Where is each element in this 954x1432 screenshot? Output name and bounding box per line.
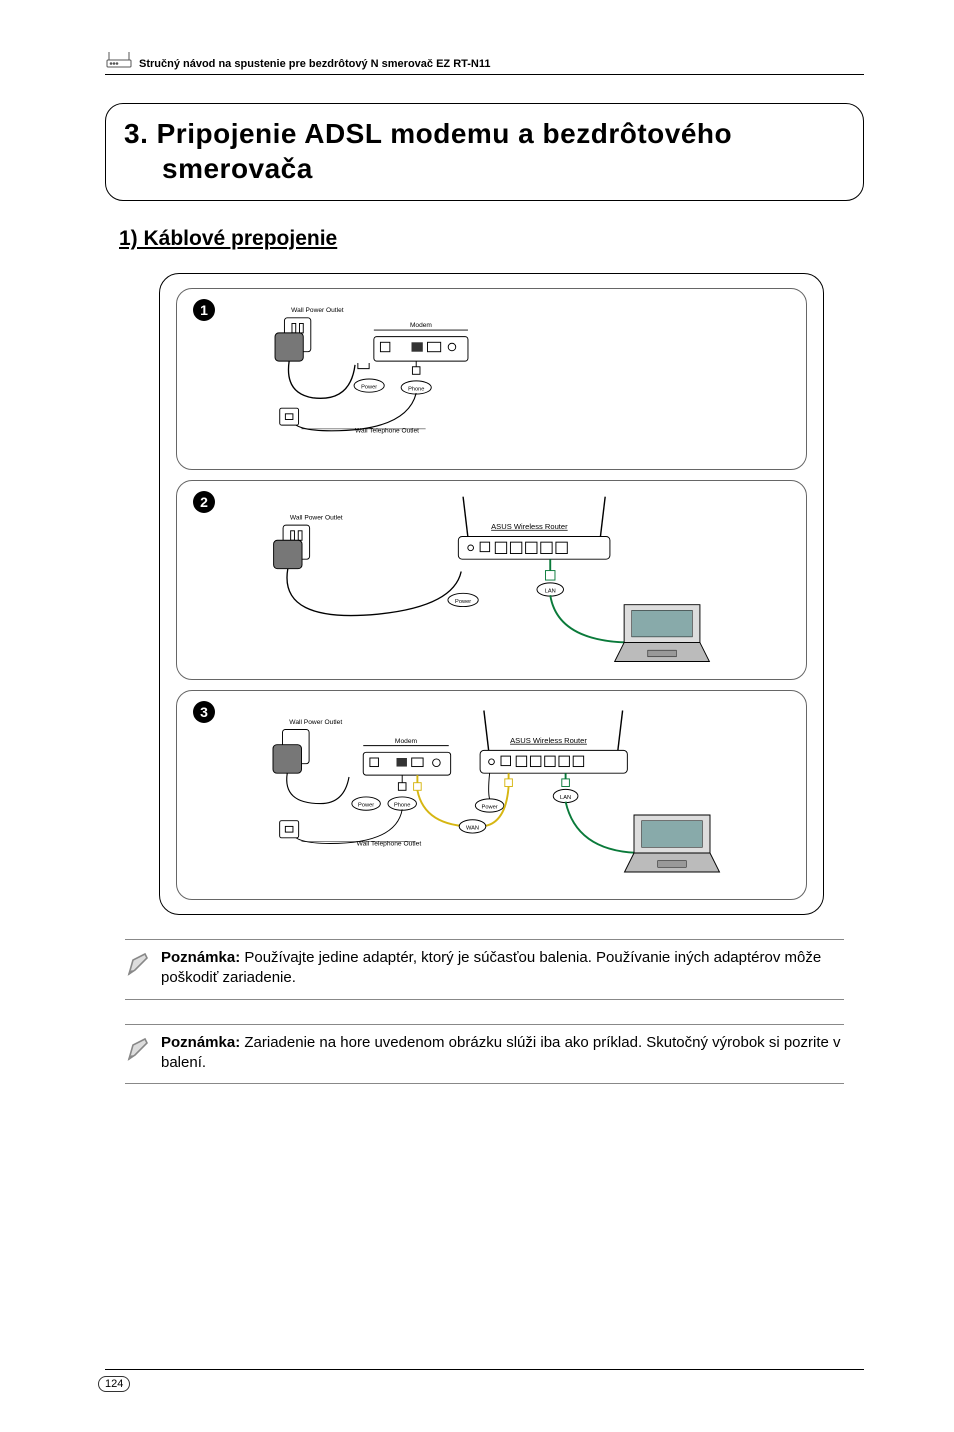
- panel2-svg: Wall Power Outlet ASUS Wireless Router: [191, 491, 792, 671]
- note-1: Poznámka: Používajte jedine adaptér, kto…: [125, 939, 844, 1000]
- section-title-box: 3. Pripojenie ADSL modemu a bezdrôtového…: [105, 103, 864, 201]
- panel1-svg: Wall Power Outlet Modem Power: [191, 299, 792, 459]
- subheading: 1) Káblové prepojenie: [105, 227, 864, 251]
- router-label: ASUS Wireless Router: [510, 736, 587, 745]
- power-pill: Power: [358, 802, 374, 808]
- power-pill2: Power: [482, 804, 498, 810]
- diagram-panel-1: 1 Wall Power Outlet Modem: [176, 288, 807, 470]
- wall-power-label: Wall Power Outlet: [290, 514, 343, 521]
- router-label: ASUS Wireless Router: [491, 522, 568, 531]
- header-text: Stručný návod na spustenie pre bezdrôtov…: [139, 58, 491, 70]
- diagram-container: 1 Wall Power Outlet Modem: [159, 273, 824, 915]
- power-pill: Power: [361, 384, 377, 390]
- panel3-svg: Wall Power Outlet Modem Power Phone: [191, 701, 792, 891]
- panel-number: 1: [193, 299, 215, 321]
- lan-pill: LAN: [545, 588, 556, 594]
- header: Stručný návod na spustenie pre bezdrôtov…: [105, 50, 864, 75]
- diagram-panel-3: 3 Wall Power Outlet Modem Power: [176, 690, 807, 900]
- diagram-panel-2: 2 Wall Power Outlet ASUS Wireless Router: [176, 480, 807, 680]
- page: Stručný návod na spustenie pre bezdrôtov…: [0, 0, 954, 1432]
- note-text-1: Poznámka: Používajte jedine adaptér, kto…: [161, 948, 844, 989]
- router-mini-icon: [105, 50, 133, 70]
- note-bold: Poznámka:: [161, 1034, 240, 1051]
- note-body: Zariadenie na hore uvedenom obrázku slúž…: [161, 1034, 841, 1071]
- phone-pill: Phone: [394, 802, 410, 808]
- panel-number: 2: [193, 491, 215, 513]
- section-title: 3. Pripojenie ADSL modemu a bezdrôtového…: [124, 116, 845, 186]
- pencil-icon: [125, 1035, 153, 1063]
- note-bold: Poznámka:: [161, 949, 240, 966]
- footer-rule: [105, 1369, 864, 1370]
- title-line2: smerovača: [124, 151, 845, 186]
- lan-pill: LAN: [560, 795, 571, 801]
- wan-pill: WAN: [466, 825, 479, 831]
- page-number: 124: [98, 1376, 130, 1392]
- phone-pill: Phone: [408, 386, 424, 392]
- wall-power-label: Wall Power Outlet: [291, 307, 344, 314]
- modem-label: Modem: [395, 738, 418, 745]
- wall-power-label: Wall Power Outlet: [289, 719, 342, 726]
- note-2: Poznámka: Zariadenie na hore uvedenom ob…: [125, 1024, 844, 1085]
- title-line1: 3. Pripojenie ADSL modemu a bezdrôtového: [124, 118, 732, 149]
- note-body: Používajte jedine adaptér, ktorý je súča…: [161, 949, 821, 986]
- pencil-icon: [125, 950, 153, 978]
- note-text-2: Poznámka: Zariadenie na hore uvedenom ob…: [161, 1033, 844, 1074]
- modem-label: Modem: [410, 322, 432, 329]
- power-pill: Power: [455, 599, 471, 605]
- panel-number: 3: [193, 701, 215, 723]
